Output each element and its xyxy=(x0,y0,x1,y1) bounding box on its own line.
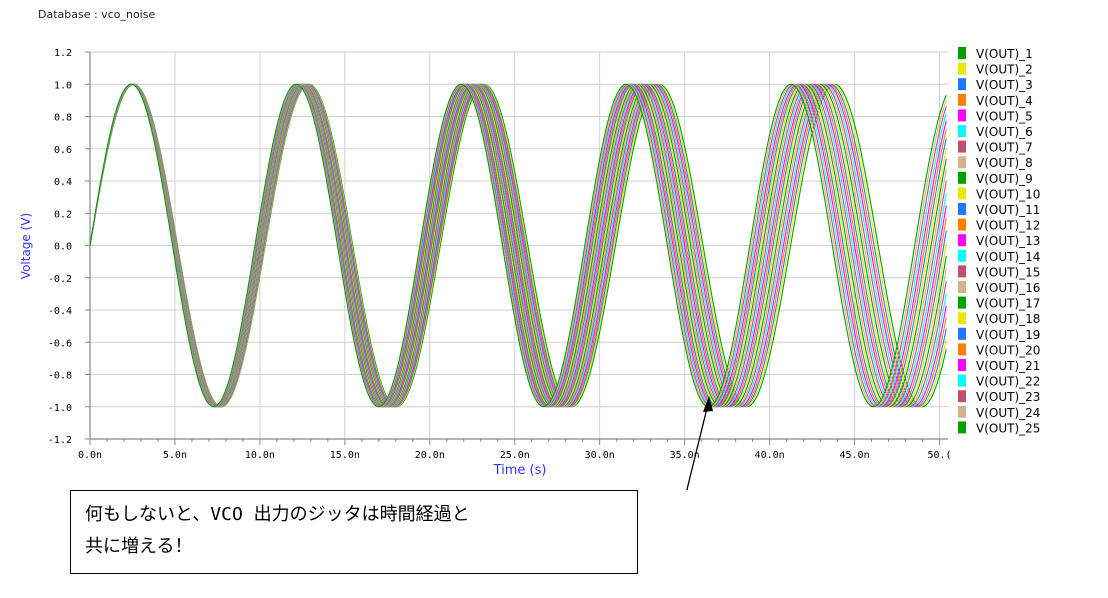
legend-swatch xyxy=(958,405,966,418)
y-tick-labels: 1.2 1.0 0.8 0.6 0.4 0.2 0.0 -0.2 -0.4 -0.6 -0.8 -1.… xyxy=(48,48,72,446)
legend-swatch xyxy=(958,343,966,356)
legend-label: V(OUT)_22 xyxy=(976,375,1040,389)
legend-label: V(OUT)_12 xyxy=(976,219,1040,233)
legend-swatch xyxy=(958,109,966,122)
y-tick-label: 0.8 xyxy=(54,113,72,124)
legend-swatch xyxy=(958,390,966,403)
legend-label: V(OUT)_16 xyxy=(976,281,1040,295)
legend-label: V(OUT)_2 xyxy=(976,63,1033,77)
legend-label: V(OUT)_9 xyxy=(976,172,1033,186)
x-tick-label: 0.0n xyxy=(78,450,102,461)
y-tick-label: -1.0 xyxy=(48,403,72,414)
callout-line-1: 何もしないと、VCO 出力のジッタは時間経過と xyxy=(85,504,470,525)
legend-label: V(OUT)_10 xyxy=(976,187,1040,201)
y-tick-label: 0.4 xyxy=(54,177,72,188)
legend-label: V(OUT)_6 xyxy=(976,125,1033,139)
legend-label: V(OUT)_5 xyxy=(976,109,1033,123)
legend-swatch xyxy=(958,187,966,200)
legend-swatch xyxy=(958,359,966,371)
legend-label: V(OUT)_3 xyxy=(976,78,1033,92)
legend-swatch xyxy=(958,171,966,184)
legend-swatch xyxy=(958,234,966,247)
x-tick-label: 40.0n xyxy=(755,450,785,461)
legend-label: V(OUT)_11 xyxy=(976,203,1040,217)
y-axis-label: Voltage (V) xyxy=(19,213,33,279)
legend-label: V(OUT)_20 xyxy=(976,343,1040,357)
callout-arrow xyxy=(686,396,713,490)
legend-swatch xyxy=(958,47,966,59)
y-tick-label: -0.6 xyxy=(48,338,72,349)
x-tick-label: 5.0n xyxy=(163,450,187,461)
y-tick-label: 0.2 xyxy=(54,209,72,220)
legend-label: V(OUT)_23 xyxy=(976,390,1040,404)
y-tick-label: -0.4 xyxy=(48,306,72,317)
callout-line-2: 共に増える！ xyxy=(85,536,193,557)
legend-label: V(OUT)_17 xyxy=(976,297,1040,311)
legend-label: V(OUT)_15 xyxy=(976,265,1040,279)
x-tick-label: 20.0n xyxy=(415,450,445,461)
legend-swatch xyxy=(958,312,966,325)
legend-swatch xyxy=(958,156,966,169)
legend-swatch xyxy=(958,140,966,153)
x-tick-label: 10.0n xyxy=(245,450,275,461)
legend-swatch xyxy=(958,421,966,434)
legend-label: V(OUT)_4 xyxy=(976,94,1033,108)
y-tick-label: 0.6 xyxy=(54,145,72,156)
legend-label: V(OUT)_18 xyxy=(976,312,1040,326)
x-tick-labels: 0.0n 5.0n 10.0n 15.0n 20.0n 25.0n 30.0n 35.0n 40… xyxy=(78,450,952,461)
x-axis-label: Time (s) xyxy=(493,463,547,478)
legend-swatch xyxy=(958,249,966,262)
legend-label: V(OUT)_19 xyxy=(976,328,1040,342)
legend-label: V(OUT)_24 xyxy=(976,406,1040,420)
x-tick-label: 25.0n xyxy=(500,450,530,461)
legend-swatch xyxy=(958,62,966,75)
y-tick-label: -0.8 xyxy=(48,371,72,382)
legend-label: V(OUT)_8 xyxy=(976,156,1033,170)
series-line-25 xyxy=(89,83,947,408)
y-tick-label: 1.2 xyxy=(54,48,72,59)
legend-label: V(OUT)_14 xyxy=(976,250,1040,264)
legend-swatch xyxy=(958,327,966,340)
series-layer xyxy=(89,83,947,408)
legend-label: V(OUT)_13 xyxy=(976,234,1040,248)
legend-swatch xyxy=(958,93,966,106)
x-tick-label: 35.0n xyxy=(670,450,700,461)
y-tick-label: -1.2 xyxy=(48,435,72,446)
legend-swatch xyxy=(958,203,966,215)
legend-swatch xyxy=(958,218,966,231)
x-tick-label: 45.0n xyxy=(839,450,869,461)
y-tick-label: 0.0 xyxy=(54,242,72,253)
legend-swatch xyxy=(958,78,966,91)
x-tick-label: 50.( xyxy=(927,450,951,461)
legend-swatch xyxy=(958,281,966,293)
y-tick-label: 1.0 xyxy=(54,80,72,91)
legend-label: V(OUT)_25 xyxy=(976,421,1040,435)
legend-swatch xyxy=(958,296,966,309)
legend-swatch xyxy=(958,125,966,137)
legend: V(OUT)_1 V(OUT)_2V(OUT)_3 V(OUT)_4V(OUT)_5… xyxy=(958,47,1040,435)
waveform-chart: 1.2 1.0 0.8 0.6 0.4 0.2 0.0 -0.2 -0.4 -0.6 -0.8 -1.… xyxy=(19,47,1040,490)
x-tick-label: 30.0n xyxy=(585,450,615,461)
database-label: Database : vco_noise xyxy=(38,8,156,21)
legend-swatch xyxy=(958,374,966,387)
x-tick-label: 15.0n xyxy=(330,450,360,461)
legend-label: V(OUT)_1 xyxy=(976,47,1033,61)
y-tick-label: -0.2 xyxy=(48,274,72,285)
annotation-callout: 何もしないと、VCO 出力のジッタは時間経過と 共に増える！ xyxy=(70,490,638,574)
legend-label: V(OUT)_7 xyxy=(976,141,1033,155)
legend-label: V(OUT)_21 xyxy=(976,359,1040,373)
legend-swatch xyxy=(958,265,966,278)
